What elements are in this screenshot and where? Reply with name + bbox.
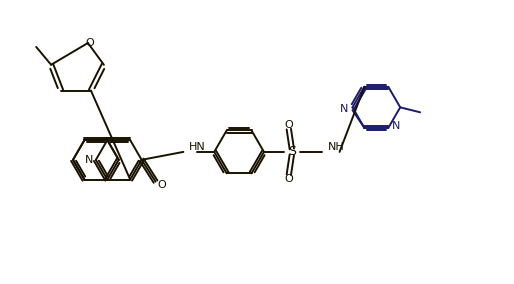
- Text: O: O: [284, 174, 293, 184]
- Text: S: S: [288, 145, 296, 158]
- Text: N: N: [392, 121, 400, 131]
- Text: N: N: [340, 104, 348, 114]
- Text: O: O: [284, 120, 293, 130]
- Text: O: O: [157, 179, 166, 190]
- Text: N: N: [85, 155, 93, 165]
- Text: HN: HN: [189, 142, 206, 152]
- Text: O: O: [85, 38, 94, 48]
- Text: NH: NH: [327, 142, 344, 152]
